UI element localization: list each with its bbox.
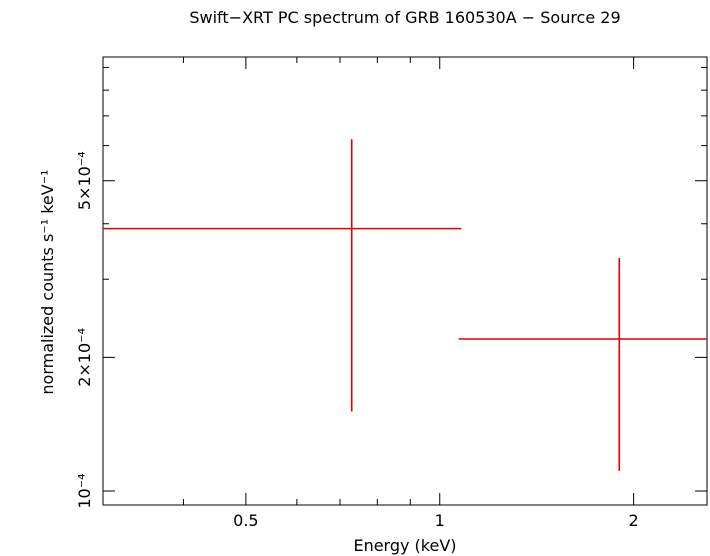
- y-tick-label: 2×10⁻⁴: [75, 328, 94, 387]
- y-tick-label: 10⁻⁴: [75, 473, 94, 508]
- y-tick-label: 5×10⁻⁴: [75, 151, 94, 210]
- x-axis-label: Energy (keV): [353, 536, 456, 555]
- chart-title: Swift−XRT PC spectrum of GRB 160530A − S…: [189, 8, 620, 27]
- x-tick-label: 2: [629, 511, 639, 530]
- x-tick-label: 1: [435, 511, 445, 530]
- plot-frame: [102, 56, 708, 506]
- plot-area: 0.5 1 2 10⁻⁴ 2×10⁻⁴ 5×10⁻⁴: [75, 56, 708, 530]
- x-tick-label: 0.5: [233, 511, 258, 530]
- y-axis-label: normalized counts s⁻¹ keV⁻¹: [38, 169, 57, 394]
